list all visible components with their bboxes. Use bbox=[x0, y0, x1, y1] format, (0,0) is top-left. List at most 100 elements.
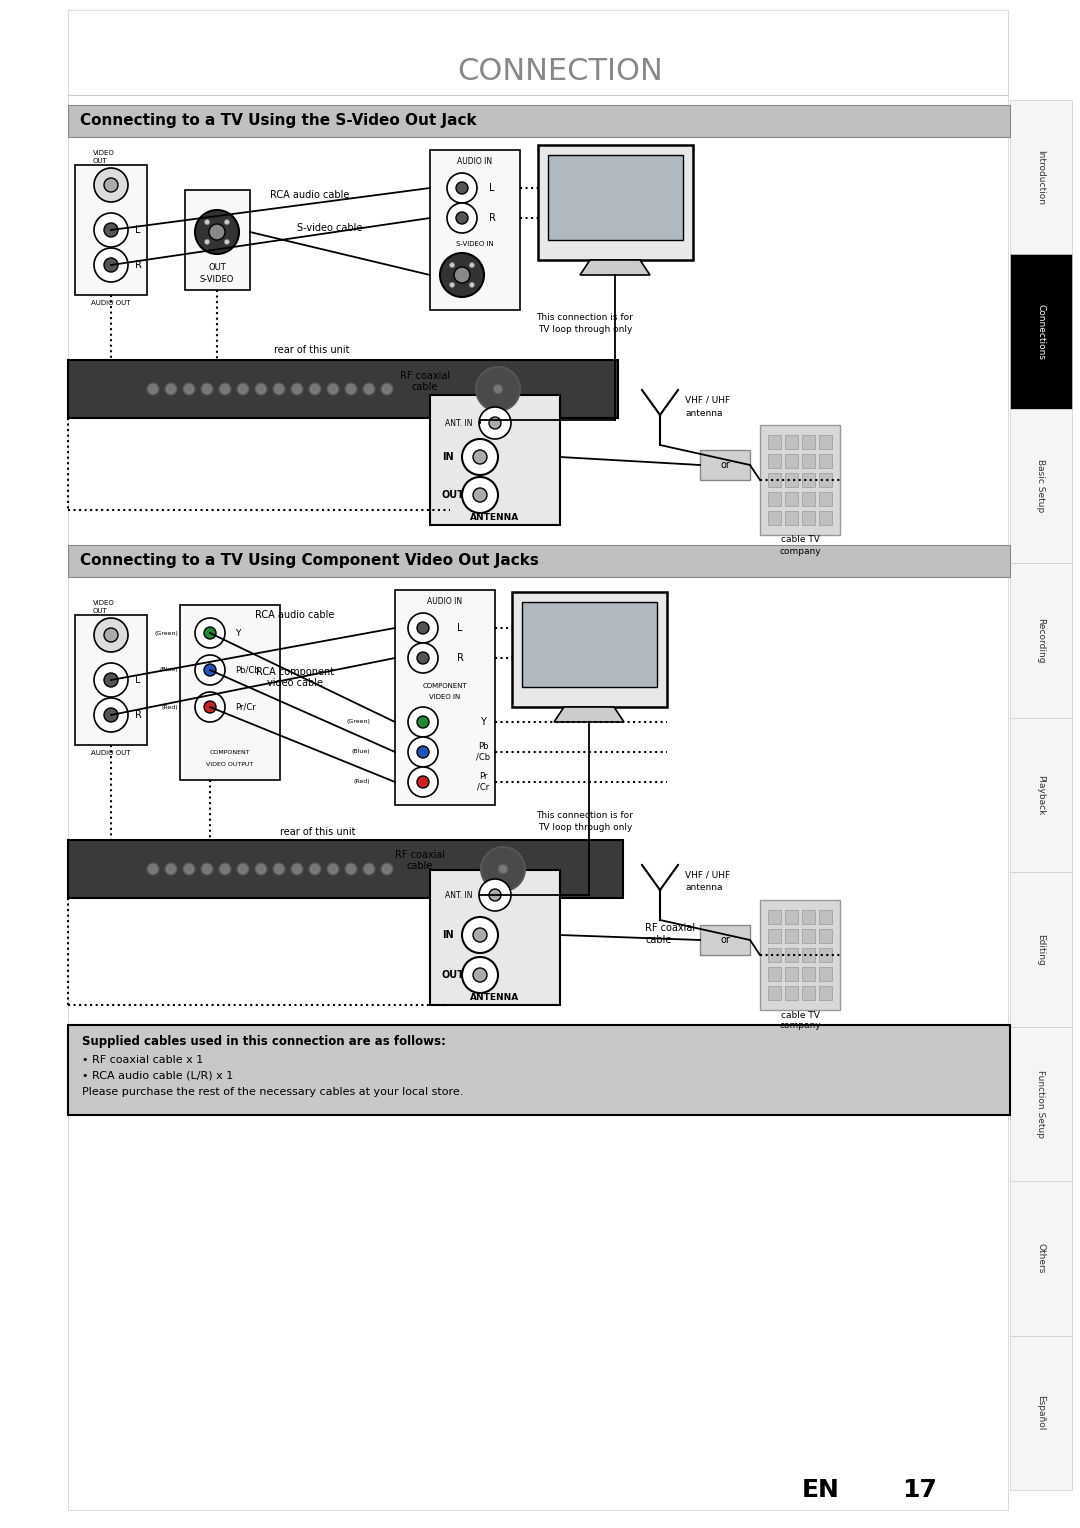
Text: ANTENNA: ANTENNA bbox=[471, 993, 519, 1001]
Circle shape bbox=[408, 643, 438, 672]
Text: OUT: OUT bbox=[442, 970, 464, 979]
Bar bbox=[760, 425, 840, 535]
Text: ANT. IN: ANT. IN bbox=[445, 891, 473, 900]
Text: VIDEO IN: VIDEO IN bbox=[430, 694, 461, 700]
Circle shape bbox=[291, 863, 303, 876]
Circle shape bbox=[195, 656, 225, 685]
Bar bbox=[68, 11, 1008, 1510]
Circle shape bbox=[94, 617, 129, 652]
Text: (Red): (Red) bbox=[353, 779, 370, 784]
Bar bbox=[768, 947, 781, 963]
Text: Pb/Cb: Pb/Cb bbox=[235, 666, 259, 674]
Bar bbox=[75, 165, 147, 295]
Circle shape bbox=[94, 248, 129, 283]
Text: 17: 17 bbox=[903, 1478, 937, 1502]
Polygon shape bbox=[554, 707, 624, 723]
Bar bbox=[785, 967, 798, 981]
Bar bbox=[785, 510, 798, 526]
Polygon shape bbox=[580, 260, 650, 275]
Circle shape bbox=[417, 776, 429, 788]
Text: VIDEO: VIDEO bbox=[93, 150, 114, 156]
Circle shape bbox=[309, 863, 321, 876]
Bar bbox=[819, 967, 832, 981]
Circle shape bbox=[480, 879, 511, 911]
Bar bbox=[802, 474, 815, 487]
Text: video cable: video cable bbox=[267, 678, 323, 688]
Circle shape bbox=[204, 626, 216, 639]
Bar bbox=[802, 947, 815, 963]
Circle shape bbox=[94, 168, 129, 202]
Text: RCA audio cable: RCA audio cable bbox=[255, 610, 335, 620]
Bar bbox=[68, 361, 618, 419]
Circle shape bbox=[225, 220, 229, 225]
Bar bbox=[1010, 1335, 1072, 1490]
Text: Introduction: Introduction bbox=[1037, 150, 1045, 205]
Circle shape bbox=[363, 384, 375, 396]
Text: company: company bbox=[779, 1022, 821, 1030]
Bar bbox=[819, 911, 832, 924]
Circle shape bbox=[204, 240, 210, 244]
Circle shape bbox=[237, 863, 249, 876]
Text: L: L bbox=[489, 183, 495, 193]
Circle shape bbox=[291, 384, 303, 396]
Text: OUT: OUT bbox=[208, 263, 226, 272]
Text: ANT. IN: ANT. IN bbox=[445, 419, 473, 428]
Circle shape bbox=[147, 863, 159, 876]
Bar bbox=[802, 967, 815, 981]
Circle shape bbox=[327, 863, 339, 876]
Text: rear of this unit: rear of this unit bbox=[280, 827, 355, 837]
Text: cable TV: cable TV bbox=[781, 535, 820, 544]
Circle shape bbox=[462, 439, 498, 475]
Bar bbox=[819, 454, 832, 468]
Text: (Green): (Green) bbox=[154, 631, 178, 636]
Text: Y: Y bbox=[481, 717, 486, 727]
Bar bbox=[1010, 872, 1072, 1027]
Circle shape bbox=[473, 451, 487, 465]
Circle shape bbox=[219, 863, 231, 876]
Bar bbox=[1010, 410, 1072, 564]
Circle shape bbox=[408, 767, 438, 798]
Bar bbox=[802, 454, 815, 468]
Bar bbox=[819, 474, 832, 487]
Circle shape bbox=[219, 384, 231, 396]
Text: antenna: antenna bbox=[685, 883, 723, 892]
Text: cable: cable bbox=[407, 860, 433, 871]
Bar bbox=[1010, 1027, 1072, 1181]
Text: (Green): (Green) bbox=[346, 720, 370, 724]
Bar bbox=[430, 869, 561, 1005]
Circle shape bbox=[204, 701, 216, 714]
Text: L: L bbox=[457, 623, 462, 633]
Circle shape bbox=[470, 283, 474, 287]
Text: Please purchase the rest of the necessary cables at your local store.: Please purchase the rest of the necessar… bbox=[82, 1086, 463, 1097]
Circle shape bbox=[449, 263, 455, 267]
Text: • RCA audio cable (L/R) x 1: • RCA audio cable (L/R) x 1 bbox=[82, 1070, 233, 1080]
Bar bbox=[68, 105, 1010, 138]
Bar bbox=[802, 986, 815, 999]
Text: cable: cable bbox=[411, 382, 438, 393]
Circle shape bbox=[447, 173, 477, 203]
Text: S-VIDEO: S-VIDEO bbox=[200, 275, 234, 284]
Text: RCA audio cable: RCA audio cable bbox=[270, 189, 350, 200]
Bar bbox=[1010, 1181, 1072, 1335]
Circle shape bbox=[195, 617, 225, 648]
Circle shape bbox=[473, 487, 487, 503]
Circle shape bbox=[183, 384, 195, 396]
Text: L: L bbox=[135, 225, 140, 235]
Circle shape bbox=[204, 665, 216, 675]
Circle shape bbox=[462, 477, 498, 513]
Bar bbox=[785, 929, 798, 943]
Bar bbox=[785, 474, 798, 487]
Circle shape bbox=[104, 258, 118, 272]
Circle shape bbox=[481, 847, 525, 891]
Circle shape bbox=[147, 384, 159, 396]
Text: Others: Others bbox=[1037, 1244, 1045, 1273]
Circle shape bbox=[309, 384, 321, 396]
Circle shape bbox=[476, 367, 519, 411]
Text: AUDIO IN: AUDIO IN bbox=[458, 157, 492, 167]
Bar bbox=[75, 614, 147, 746]
Circle shape bbox=[94, 212, 129, 248]
Text: Function Setup: Function Setup bbox=[1037, 1070, 1045, 1138]
Bar bbox=[819, 947, 832, 963]
Bar bbox=[785, 492, 798, 506]
Text: (Blue): (Blue) bbox=[351, 750, 370, 755]
